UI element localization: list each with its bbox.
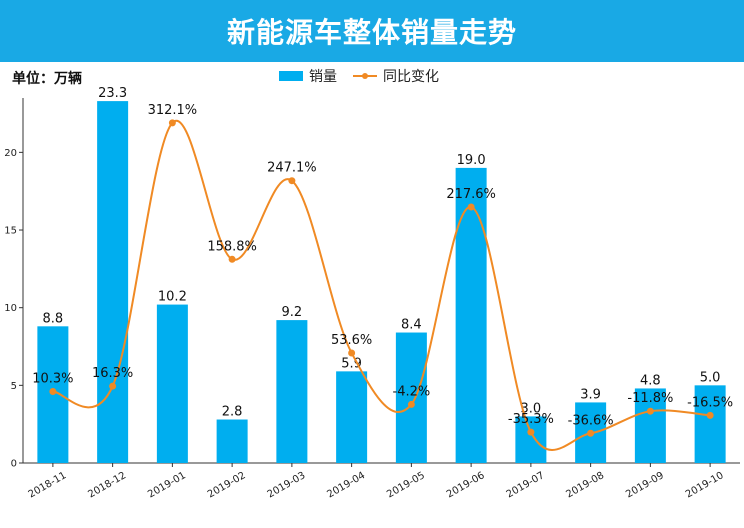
bar-value-label: 8.4 xyxy=(401,318,422,333)
legend-sales-label: 销量 xyxy=(309,69,337,85)
x-tick-label: 2019-04 xyxy=(325,470,367,500)
yoy-point-2019-01 xyxy=(168,119,176,127)
x-tick-label: 2019-08 xyxy=(564,470,606,500)
bar-value-label: 19.0 xyxy=(457,153,486,168)
bar-2019-07 xyxy=(515,416,547,463)
y-tick-label: 10 xyxy=(4,303,17,314)
bar-value-label: 5.9 xyxy=(341,356,362,371)
bar-2019-10 xyxy=(694,385,726,463)
bar-value-label: 3.9 xyxy=(580,387,601,402)
legend-yoy-label: 同比变化 xyxy=(383,69,439,85)
bar-value-labels: 8.8 23.3 10.2 2.8 9.2 5.9 8.4 19.0 3.0 3.9 4.8 5.0 xyxy=(43,86,721,419)
bar-value-label: 8.8 xyxy=(43,311,64,326)
chart-title: 新能源车整体销量走势 xyxy=(226,16,517,49)
y-tick-label: 5 xyxy=(11,381,17,392)
yoy-value-label: -16.5% xyxy=(687,395,733,410)
bar-value-label: 2.8 xyxy=(222,405,243,420)
bar-value-label: 4.8 xyxy=(640,373,661,388)
yoy-value-label: -11.8% xyxy=(627,391,673,406)
bar-2019-01 xyxy=(156,304,188,463)
yoy-value-label: -35.3% xyxy=(508,412,554,427)
yoy-point-2019-02 xyxy=(228,255,236,263)
bar-value-label: 23.3 xyxy=(98,86,127,101)
bar-2019-05 xyxy=(395,332,427,463)
yoy-value-label: 10.3% xyxy=(32,372,73,387)
yoy-value-label: 16.3% xyxy=(92,366,133,381)
y-tick-label: 15 xyxy=(4,226,17,237)
bar-value-label: 3.0 xyxy=(521,401,542,416)
legend-item-sales: 销量 xyxy=(279,66,337,86)
yoy-point-2019-09 xyxy=(646,407,654,415)
x-tick-label: 2019-06 xyxy=(445,470,487,500)
x-tick-label: 2019-03 xyxy=(266,470,308,500)
y-tick-label: 0 xyxy=(11,459,17,470)
bar-2019-02 xyxy=(216,419,248,463)
yoy-point-2019-10 xyxy=(706,411,714,419)
legend-bar-swatch xyxy=(279,71,303,81)
yoy-point-2019-08 xyxy=(587,429,595,437)
yoy-point-2019-06 xyxy=(467,203,475,211)
bar-2019-04 xyxy=(336,371,368,463)
yoy-value-label: -36.6% xyxy=(568,413,614,428)
yoy-value-label: 247.1% xyxy=(267,161,317,176)
x-tick-label: 2018-12 xyxy=(86,470,128,500)
x-tick-label: 2019-09 xyxy=(624,470,666,500)
x-tick-label: 2019-07 xyxy=(505,470,547,500)
x-tick-label: 2019-10 xyxy=(684,470,726,500)
yoy-value-label: 53.6% xyxy=(331,333,372,348)
bar-value-label: 5.0 xyxy=(700,370,721,385)
yoy-point-2019-04 xyxy=(348,349,356,357)
yoy-value-label: 217.6% xyxy=(446,187,496,202)
bar-value-label: 9.2 xyxy=(282,305,303,320)
legend: 销量 同比变化 xyxy=(279,66,439,86)
yoy-point-2019-07 xyxy=(527,428,535,436)
bar-2019-06 xyxy=(455,167,487,463)
yoy-line-path xyxy=(52,119,711,451)
yoy-value-label: 158.8% xyxy=(207,239,257,254)
x-tick-label: 2019-05 xyxy=(385,470,427,500)
legend-item-yoy: 同比变化 xyxy=(353,66,439,86)
yoy-line-series xyxy=(49,119,714,451)
unit-label: 单位：万辆 xyxy=(12,71,82,87)
yoy-point-2018-12 xyxy=(109,382,117,390)
yoy-point-2019-03 xyxy=(288,177,296,185)
x-tick-label: 2019-02 xyxy=(206,470,248,500)
bar-2019-03 xyxy=(276,320,308,463)
bar-2018-12 xyxy=(97,101,129,463)
yoy-point-2019-05 xyxy=(407,400,415,408)
y-tick-label: 20 xyxy=(4,148,17,159)
legend-line-swatch xyxy=(353,71,377,81)
title-banner: 新能源车整体销量走势 xyxy=(0,0,744,62)
x-tick-label: 2019-01 xyxy=(146,470,188,500)
x-tick-label: 2018-11 xyxy=(27,470,69,500)
bar-2019-09 xyxy=(634,388,666,463)
yoy-value-labels: 10.3% 16.3% 312.1% 158.8% 247.1% 53.6% -4.2% 21… xyxy=(32,103,733,428)
yoy-value-label: 312.1% xyxy=(148,103,198,118)
bar-series xyxy=(37,101,726,463)
yoy-point-2018-11 xyxy=(49,388,57,396)
chart-axes: 0 5 10 15 20 xyxy=(4,98,740,470)
yoy-value-label: -4.2% xyxy=(393,384,431,399)
x-axis-ticks: 2018-11 2018-12 2019-01 2019-02 2019-03 2019-… xyxy=(27,463,726,500)
bar-value-label: 10.2 xyxy=(158,290,187,305)
